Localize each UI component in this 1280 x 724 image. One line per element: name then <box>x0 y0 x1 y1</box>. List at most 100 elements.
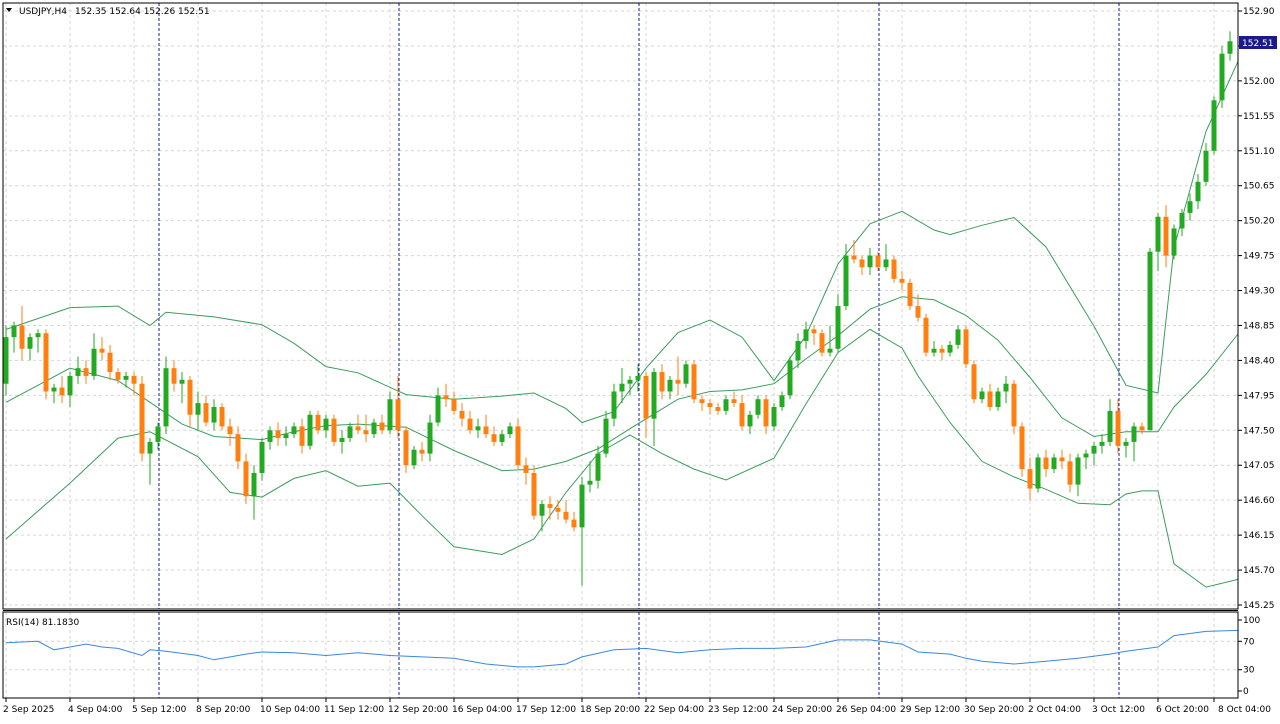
candle-bear <box>363 414 369 442</box>
candle-body <box>507 426 513 435</box>
candle-body <box>27 337 33 349</box>
candle-bull <box>283 426 289 446</box>
candle-bull <box>163 356 169 435</box>
chart-menu-triangle-icon[interactable] <box>6 8 12 12</box>
candle-body <box>155 426 161 442</box>
candle-bear <box>227 418 233 446</box>
candle-bull <box>251 465 257 520</box>
candle-body <box>1027 469 1033 489</box>
candle-bear <box>99 337 105 361</box>
candle-bear <box>691 360 697 404</box>
y-tick-label: 150.65 <box>1243 182 1275 192</box>
candle-bull <box>123 372 129 388</box>
candle-bull <box>307 410 313 450</box>
candle-bull <box>475 418 481 439</box>
candle-bull <box>979 387 985 404</box>
candle-bear <box>531 465 537 520</box>
candle-body <box>107 352 113 373</box>
candle-body <box>99 348 105 353</box>
candle-body <box>931 348 937 353</box>
candle-body <box>667 379 673 392</box>
candle-body <box>803 329 809 341</box>
candle-body <box>1155 216 1161 252</box>
y-tick-label: 145.25 <box>1243 601 1275 611</box>
candle-body <box>1211 100 1217 151</box>
candle-body <box>587 480 593 485</box>
candle-bull <box>267 426 273 450</box>
candle-body <box>1219 53 1225 101</box>
rsi-panel <box>5 629 1238 668</box>
y-tick-label: 152.90 <box>1243 7 1275 17</box>
x-tick-label: 3 Oct 12:00 <box>1092 705 1145 715</box>
candle-bear <box>547 496 553 520</box>
candle-body <box>475 426 481 431</box>
candle-bear <box>675 356 681 396</box>
candle-body <box>547 504 553 508</box>
candle-body <box>1163 216 1169 256</box>
candle-bull <box>1211 96 1217 155</box>
candle-bear <box>115 368 121 384</box>
candle-bear <box>443 383 449 407</box>
candle-bear <box>1011 379 1017 435</box>
candle-body <box>747 414 753 427</box>
candle-body <box>1131 426 1137 442</box>
candle-bear <box>707 399 713 415</box>
candle-bull <box>579 476 585 586</box>
candle-body <box>427 422 433 454</box>
y-tick-label: 151.10 <box>1243 147 1275 157</box>
candle-bull <box>1099 434 1105 454</box>
candle-bear <box>899 271 905 291</box>
candle-bull <box>1195 174 1201 209</box>
candle-body <box>483 426 489 435</box>
candle-bear <box>491 426 497 446</box>
candle-bear <box>987 383 993 411</box>
candle-body <box>939 348 945 353</box>
candle-bear <box>107 344 113 380</box>
candle-bear <box>43 329 49 400</box>
candle-body <box>1091 445 1097 454</box>
candle-bear <box>235 426 241 470</box>
candle-body <box>891 259 897 279</box>
y-tick-label: 148.40 <box>1243 356 1275 366</box>
candle-body <box>659 372 665 392</box>
x-tick-label: 29 Sep 12:00 <box>900 705 960 715</box>
candle-body <box>883 259 889 268</box>
candle-bear <box>1067 453 1073 493</box>
candle-body <box>123 375 129 380</box>
candle-body <box>763 399 769 427</box>
candle-bull <box>955 325 961 349</box>
candle-body <box>403 430 409 466</box>
candle-bear <box>331 414 337 446</box>
x-tick-label: 12 Sep 20:00 <box>388 705 448 715</box>
candle-bull <box>1123 438 1129 458</box>
candle-bull <box>595 445 601 489</box>
candle-body <box>83 368 89 376</box>
candle-body <box>707 403 713 407</box>
rsi-y-tick-label: 100 <box>1243 616 1260 626</box>
x-tick-label: 2 Oct 04:00 <box>1028 705 1081 715</box>
candle-body <box>811 329 817 334</box>
candle-bull <box>803 321 809 349</box>
candle-bear <box>451 391 457 415</box>
candle-body <box>835 306 841 349</box>
candle-bull <box>75 356 81 384</box>
candle-bear <box>1043 449 1049 477</box>
candle-body <box>1067 461 1073 485</box>
candle-body <box>347 426 353 439</box>
candle-bear <box>555 500 561 520</box>
candle-bear <box>1027 457 1033 501</box>
candle-body <box>523 465 529 473</box>
main-panel-frame <box>2 2 1239 610</box>
candle-bull <box>1035 453 1041 493</box>
candle-body <box>1035 457 1041 489</box>
x-tick-label: 5 Sep 12:00 <box>132 705 187 715</box>
candle-body <box>211 407 217 423</box>
candle-body <box>915 306 921 318</box>
candle-body <box>843 255 849 307</box>
candle-bull <box>587 461 593 493</box>
candle-bull <box>539 500 545 532</box>
candle-body <box>827 348 833 353</box>
candle-body <box>971 364 977 400</box>
rsi-line <box>5 629 1238 668</box>
